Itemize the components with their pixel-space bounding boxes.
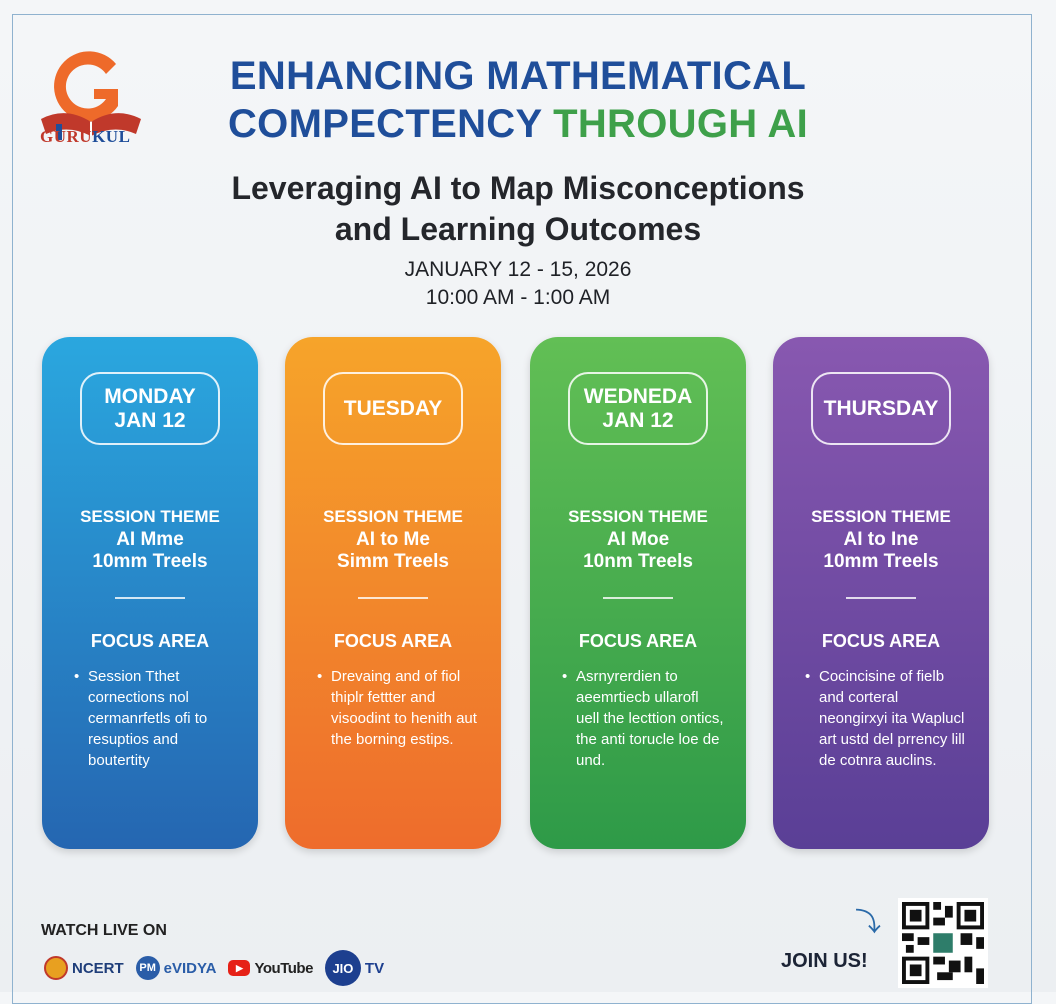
day-card-monday: MONDAY JAN 12 SESSION THEME AI Mme 10mm Tr… [42,337,258,849]
pm-icon: PM [135,956,160,980]
curved-arrow-icon: ⤵ [855,907,882,937]
day-pill: MONDAY JAN 12 [80,372,220,445]
partner-logos: NCERT PM eVIDYA ▶ YouTube JIO TV [44,950,384,986]
event-date: JANUARY 12 - 15, 2026 10:00 AM - 1:00 AM [404,258,632,309]
jiotv-logo[interactable]: JIO TV [324,950,384,986]
session-label: SESSION THEME [323,507,463,526]
session-theme: AI Mme 10mm Treels [92,529,208,572]
watch-live-label: WATCH LIVE ON [41,922,167,939]
focus-text: Drevaing and of fiol thiplr fettter and … [317,666,481,750]
day-card-tuesday: TUESDAY SESSION THEME AI to Me Simm Treel… [285,337,501,849]
divider [846,597,916,599]
gurukul-logo [41,51,141,140]
qr-code-icon[interactable] [898,898,988,988]
focus-text: Asrnyrerdien to aeemrtiecb ullarofl uell… [562,666,726,771]
focus-label: FOCUS AREA [90,631,210,651]
divider [603,597,673,599]
title-line1: ENHANCING MATHEMATICAL [229,54,807,98]
session-theme: AI to Ine 10mm Treels [823,529,939,572]
title-line2: COMPECTENCY THROUGH AI [228,102,808,146]
day-pill: THURSDAY [811,372,951,445]
ncert-logo[interactable]: NCERT [44,956,124,980]
subtitle: Leveraging AI to Map Misconceptions and L… [231,170,805,247]
day-pill: TUESDAY [323,372,463,445]
focus-label: FOCUS AREA [821,631,941,651]
ncert-emblem-icon [44,956,68,980]
youtube-play-icon: ▶ [228,960,251,976]
day-card-wednesday: WEDNEDA JAN 12 SESSION THEME AI Moe 10nm T… [530,337,746,849]
divider [115,597,185,599]
focus-label: FOCUS AREA [578,631,698,651]
session-label: SESSION THEME [568,507,708,526]
pm-evidya-logo[interactable]: PM eVIDYA [135,956,216,980]
session-label: SESSION THEME [80,507,220,526]
divider [358,597,428,599]
session-theme: AI Moe 10nm Treels [583,529,693,572]
logo-text: GURUKUL [40,127,131,146]
focus-label: FOCUS AREA [333,631,453,651]
day-card-thursday: THURSDAY SESSION THEME AI to Ine 10mm Tre… [773,337,989,849]
session-label: SESSION THEME [811,507,951,526]
youtube-logo[interactable]: ▶ YouTube [228,960,313,977]
day-pill: WEDNEDA JAN 12 [568,372,708,445]
session-theme: AI to Me Simm Treels [337,529,449,572]
focus-text: Session Tthet cornections nol cermanrfet… [74,666,238,771]
focus-text: Cocincisine of fielb and corteral neongi… [805,666,969,771]
jio-icon: JIO [324,950,361,986]
join-us-label: JOIN US! [781,950,868,972]
